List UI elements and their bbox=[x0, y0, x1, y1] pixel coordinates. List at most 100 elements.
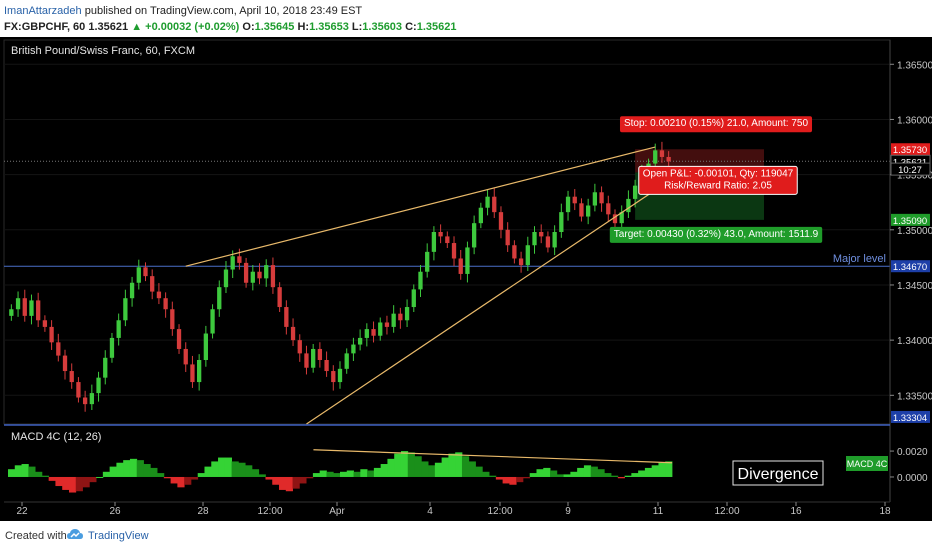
macd-legend-text: MACD 4C bbox=[847, 459, 888, 469]
price-tick-label: 1.33500 bbox=[897, 391, 932, 402]
macd-bar bbox=[651, 465, 659, 477]
time-axis[interactable]: 22 26 28 12:00 Apr 4 12:00 9 11 12:00 16 18 bbox=[16, 502, 891, 517]
macd-bar bbox=[563, 474, 571, 477]
macd-bar bbox=[35, 471, 43, 477]
macd-bar bbox=[272, 476, 280, 485]
macd-bar bbox=[624, 475, 632, 477]
target-label: Target: 0.00430 (0.32%) 43.0, Amount: 15… bbox=[609, 226, 823, 243]
candle-body bbox=[103, 357, 108, 378]
candle-body bbox=[626, 198, 631, 213]
major-level-line[interactable]: Major level bbox=[4, 253, 890, 267]
candle-body bbox=[123, 298, 128, 321]
candle-body bbox=[612, 214, 618, 224]
macd-bar bbox=[346, 470, 354, 477]
chart-area[interactable]: British Pound/Swiss Franc, 60, FXCM Majo… bbox=[0, 37, 932, 521]
lower-wedge-line[interactable] bbox=[306, 189, 656, 425]
macd-bar bbox=[455, 452, 463, 477]
candle-body bbox=[62, 355, 68, 372]
price-axis[interactable]: 1.36500 1.36000 1.35500 1.35000 1.34500 1.340… bbox=[890, 60, 932, 402]
macd-bar bbox=[68, 476, 77, 493]
pnl-label-text: Open P&L: -0.00101, Qty: 119047 bbox=[643, 168, 794, 179]
tradingview-brand[interactable]: TradingView bbox=[88, 530, 149, 542]
candle-body bbox=[599, 192, 604, 204]
macd-bar bbox=[312, 473, 321, 477]
macd-bar bbox=[604, 473, 612, 477]
macd-bar bbox=[245, 465, 253, 477]
candle-body bbox=[592, 192, 598, 206]
candle-body bbox=[445, 236, 450, 244]
macd-bar bbox=[360, 469, 368, 477]
chart-canvas[interactable]: British Pound/Swiss Franc, 60, FXCM Majo… bbox=[0, 37, 932, 521]
divergence-line[interactable] bbox=[313, 449, 673, 464]
macd-bar bbox=[516, 476, 524, 483]
divergence-trendline[interactable] bbox=[313, 449, 673, 464]
macd-bar bbox=[394, 453, 402, 477]
candle-body bbox=[364, 329, 369, 338]
candle-body bbox=[9, 309, 14, 316]
created-with-text: Created with bbox=[5, 530, 67, 542]
macd-bar bbox=[556, 474, 564, 477]
macd-bar bbox=[665, 461, 673, 477]
candle-body bbox=[552, 232, 557, 248]
low-label: L: bbox=[351, 21, 363, 33]
candle-body bbox=[586, 205, 591, 217]
candle-body bbox=[42, 320, 48, 327]
macd-bar bbox=[136, 460, 144, 477]
price-tick-label: 1.36000 bbox=[897, 115, 932, 126]
symbol-ohlc-line: FX:GBPCHF, 60 1.35621 ▲ +0.00032 (+0.02%… bbox=[4, 21, 456, 33]
close-label: C: bbox=[405, 21, 417, 33]
candle-body bbox=[371, 329, 376, 336]
macd-bar bbox=[468, 461, 476, 477]
divergence-box[interactable] bbox=[732, 460, 824, 486]
candle-body bbox=[96, 377, 101, 394]
author-link[interactable]: ImanAttarzadeh bbox=[4, 5, 82, 17]
macd-bar bbox=[475, 466, 483, 477]
macd-bar bbox=[631, 473, 639, 477]
candle-body bbox=[559, 212, 564, 232]
macd-bar bbox=[367, 470, 375, 477]
macd-bar bbox=[204, 466, 212, 477]
price-tag bbox=[890, 162, 931, 176]
candle-body bbox=[458, 258, 463, 274]
candle-body bbox=[270, 265, 276, 288]
wedge-trendlines[interactable] bbox=[185, 146, 656, 425]
candle-body bbox=[163, 298, 168, 310]
candle-body bbox=[391, 313, 396, 327]
macd-bar bbox=[326, 471, 334, 477]
candle-body bbox=[197, 360, 202, 383]
macd-bar bbox=[109, 466, 117, 477]
macd-bar bbox=[448, 453, 456, 477]
macd-bar bbox=[319, 470, 327, 477]
upper-wedge-line[interactable] bbox=[185, 146, 656, 267]
time-tick-label: 16 bbox=[790, 506, 802, 517]
macd-bar bbox=[62, 476, 70, 490]
macd-bar bbox=[190, 476, 199, 480]
macd-bar bbox=[529, 473, 537, 477]
candle-body bbox=[116, 320, 121, 338]
candle-body bbox=[525, 245, 530, 266]
macd-bar bbox=[577, 467, 585, 477]
footer: Created with TradingView bbox=[0, 521, 932, 550]
chart-title: British Pound/Swiss Franc, 60, FXCM bbox=[11, 45, 195, 57]
price-tag-label: 1.35090 bbox=[893, 216, 927, 227]
candle-body bbox=[82, 397, 88, 405]
pnl-label-box bbox=[638, 165, 798, 195]
divergence-label: Divergence bbox=[738, 466, 819, 483]
macd-bar bbox=[41, 475, 50, 477]
close-value: 1.35621 bbox=[416, 21, 457, 33]
candle-body bbox=[297, 340, 302, 354]
candle-body bbox=[384, 322, 390, 327]
macd-bar bbox=[441, 457, 449, 477]
macd-bar bbox=[502, 476, 510, 484]
candle-body bbox=[203, 333, 209, 360]
stop-label-text: Stop: 0.00210 (0.15%) 21.0, Amount: 750 bbox=[624, 118, 808, 129]
macd-bar bbox=[583, 465, 592, 477]
macd-bar bbox=[340, 471, 348, 477]
time-tick-label: 28 bbox=[197, 506, 209, 517]
macd-bar bbox=[333, 473, 341, 477]
stop-label-box bbox=[619, 116, 813, 133]
macd-bar bbox=[279, 476, 287, 490]
price-tag-label: 1.34670 bbox=[893, 262, 927, 273]
macd-bar bbox=[258, 474, 266, 477]
symbol-label[interactable]: FX:GBPCHF, 60 bbox=[4, 21, 86, 33]
